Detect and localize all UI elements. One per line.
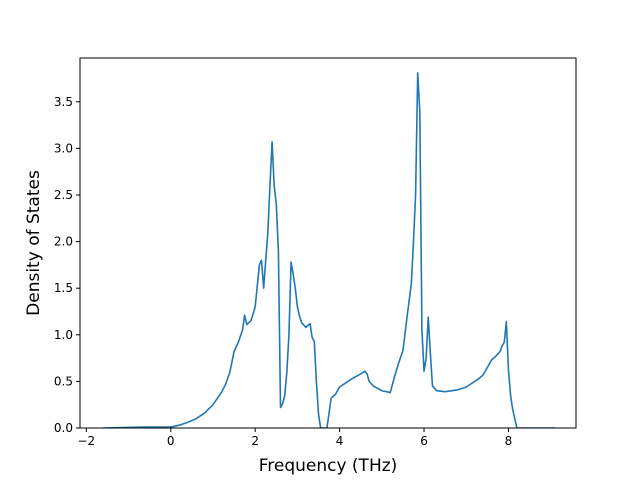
x-axis-ticks: −2 0 2 4 6 8 (77, 428, 512, 448)
x-tick-label: 8 (505, 434, 513, 448)
dos-series-line (103, 72, 555, 428)
x-tick-label: 0 (167, 434, 175, 448)
y-tick-label: 1.0 (54, 328, 73, 342)
y-tick-label: 1.5 (54, 281, 73, 295)
x-tick-label: 2 (251, 434, 259, 448)
y-tick-label: 0.5 (54, 374, 73, 388)
y-axis-label: Density of States (24, 170, 44, 316)
y-tick-label: 3.0 (54, 141, 73, 155)
x-axis-label: Frequency (THz) (259, 456, 398, 476)
x-tick-label: 6 (420, 434, 428, 448)
plot-area (80, 58, 576, 428)
y-tick-label: 0.0 (54, 421, 73, 435)
y-tick-label: 2.0 (54, 235, 73, 249)
y-axis-ticks: 0.0 0.5 1.0 1.5 2.0 2.5 3.0 3.5 (54, 95, 80, 435)
y-tick-label: 3.5 (54, 95, 73, 109)
plot-frame (79, 57, 577, 429)
x-tick-label: 4 (336, 434, 344, 448)
x-tick-label: −2 (77, 434, 95, 448)
y-tick-label: 2.5 (54, 188, 73, 202)
